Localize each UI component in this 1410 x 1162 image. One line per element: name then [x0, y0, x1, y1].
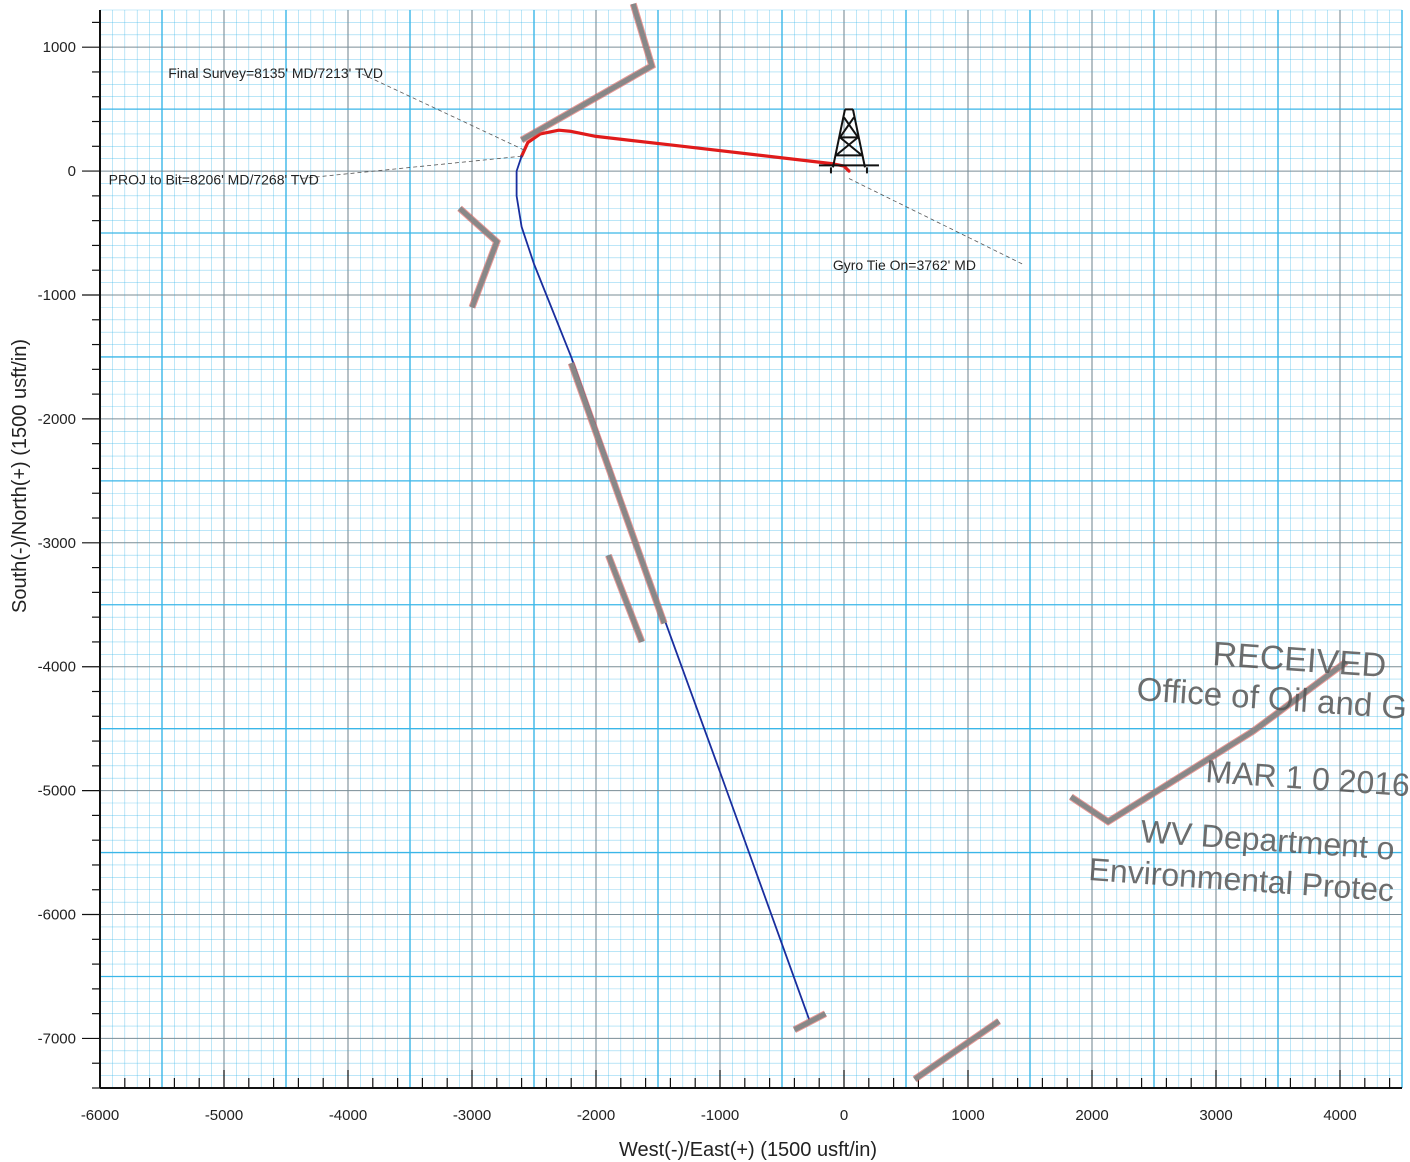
lease-boundary-line — [520, 3, 655, 143]
y-tick-label: -6000 — [38, 907, 76, 924]
y-tick-label: -7000 — [38, 1030, 76, 1047]
lease-boundary-line — [457, 206, 500, 309]
y-tick-label: 1000 — [43, 39, 76, 56]
annotation-label: Final Survey=8135' MD/7213' TVD — [168, 65, 383, 81]
x-tick-label: -5000 — [205, 1107, 243, 1124]
y-tick-label: -4000 — [38, 659, 76, 676]
x-tick-label: -2000 — [577, 1107, 615, 1124]
x-tick-label: 1000 — [951, 1107, 984, 1124]
x-tick-label: 3000 — [1199, 1107, 1232, 1124]
x-tick-label: 2000 — [1075, 1107, 1108, 1124]
rig-strut — [843, 116, 859, 138]
x-tick-label: 4000 — [1323, 1107, 1356, 1124]
lease-boundary-line — [568, 362, 667, 625]
lease-boundary-line — [1069, 659, 1348, 825]
x-axis-ticks: -6000 -5000 -4000 -3000 -2000 -1000 0 1000 2000 3… — [81, 1070, 1391, 1124]
x-tick-label: -4000 — [329, 1107, 367, 1124]
y-tick-label: 0 — [68, 163, 76, 180]
annotation-leader — [848, 178, 1024, 265]
y-axis-ticks: 1000 0 -1000 -2000 -3000 -4000 -5000 -6000 -7000 — [38, 21, 100, 1089]
annotation-label: PROJ to Bit=8206' MD/7268' TVD — [109, 172, 319, 188]
y-tick-label: -5000 — [38, 783, 76, 800]
x-tick-label: -3000 — [453, 1107, 491, 1124]
rig-strut — [835, 136, 859, 157]
annotation-label: Gyro Tie On=3762' MD — [833, 257, 976, 273]
y-tick-label: -1000 — [38, 287, 76, 304]
x-tick-label: 0 — [840, 1107, 848, 1124]
rig-strut — [839, 136, 863, 157]
y-tick-label: -2000 — [38, 411, 76, 428]
x-tick-label: -6000 — [81, 1107, 119, 1124]
lease-boundary-line — [793, 1011, 827, 1033]
annotation-layer: Final Survey=8135' MD/7213' TVD PROJ to B… — [109, 65, 1024, 273]
annotation-leader — [358, 71, 525, 151]
x-tick-label: -1000 — [701, 1107, 739, 1124]
series-layer — [457, 2, 1349, 1083]
axes — [99, 10, 1402, 1089]
rig-strut — [839, 116, 855, 138]
annotation-leader — [298, 155, 522, 180]
y-tick-label: -3000 — [38, 535, 76, 552]
rig-strut — [831, 109, 846, 168]
rig-icon — [818, 108, 879, 174]
y-axis-label: South(-)/North(+) (1500 usft/in) — [9, 339, 31, 613]
planned-wellpath-line — [515, 155, 811, 1021]
minor-grid — [100, 9, 1402, 1089]
lease-boundary-line — [606, 554, 645, 643]
rig-strut — [851, 109, 866, 168]
lease-boundary-line — [913, 1019, 1001, 1082]
major-grid — [99, 10, 1403, 1088]
x-axis-label: West(-)/East(+) (1500 usft/in) — [619, 1139, 877, 1161]
